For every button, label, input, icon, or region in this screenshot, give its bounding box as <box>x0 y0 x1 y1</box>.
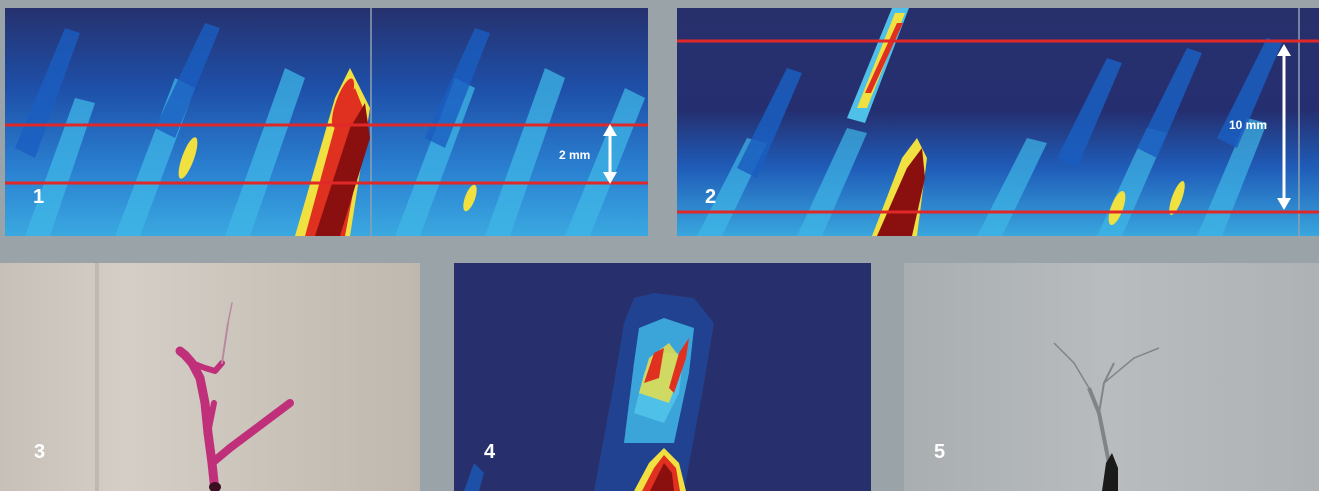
radiograph-panel-5: 5 <box>904 263 1319 491</box>
scan-panel-1: 1 2 mm <box>5 8 648 236</box>
panel-number-2: 2 <box>705 186 717 208</box>
panel-number-5: 5 <box>934 441 946 463</box>
dye-photo-panel-3: 3 <box>0 263 420 491</box>
scale-label-2: 10 mm <box>1229 118 1268 132</box>
scan-panel-2: 2 10 mm <box>677 8 1319 236</box>
panel-number-4: 4 <box>484 441 496 463</box>
panel-number-3: 3 <box>34 441 46 463</box>
scan-image-2 <box>677 8 1319 236</box>
dye-photo-image <box>0 263 420 491</box>
panel-number-1: 1 <box>33 186 45 208</box>
scan-image-4 <box>454 263 871 491</box>
radiograph-image <box>904 263 1319 491</box>
scale-label-1: 2 mm <box>559 148 591 162</box>
scan-panel-4: 4 <box>454 263 871 491</box>
scan-image-1 <box>5 8 648 236</box>
